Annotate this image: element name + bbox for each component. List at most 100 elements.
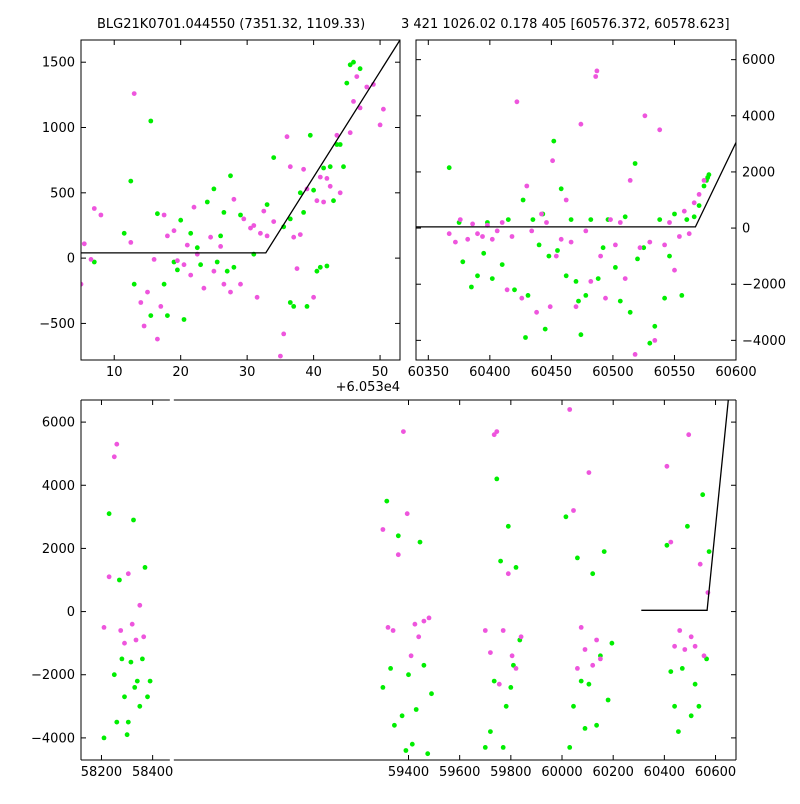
zoom-left-series-1-point-4: [98, 212, 104, 218]
full-lightcurve-series-0-point-25: [406, 672, 411, 678]
zoom-right-series-0-point-29: [595, 276, 601, 281]
full-lightcurve-series-1-point-28: [505, 571, 511, 577]
zoom-right-series-1-point-25: [568, 239, 574, 245]
zoom-left-model-line: [81, 40, 400, 254]
zoom-left-series-1-point-49: [317, 174, 323, 180]
zoom-right-series-1-point-5: [475, 231, 480, 237]
zoom-right-series-0-point-23: [568, 217, 574, 223]
zoom-left-series-1-point-48: [314, 198, 320, 204]
zoom-left-series-1-point-25: [218, 244, 224, 249]
full-lightcurve-series-0-point-47: [575, 555, 580, 561]
zoom-right-series-0-point-3: [469, 284, 474, 290]
zoom-left-series-0-point-6: [155, 211, 160, 217]
zoom-right-series-1-point-50: [686, 231, 692, 237]
zoom-right-series-0-point-22: [563, 273, 569, 279]
zoom-right-ytick-label-4: 4000: [742, 109, 775, 124]
zoom-right-series-1-point-16: [529, 228, 535, 234]
zoom-left-series-0-point-2: [128, 178, 134, 184]
zoom-right-series-1-point-34: [608, 217, 613, 223]
full-lightcurve-series-0-point-48: [578, 678, 584, 684]
zoom-left-x-offset-label: +6.053e4: [336, 380, 400, 395]
zoom-right-xtick-label-3: 60500: [592, 365, 633, 380]
zoom-left-series-1-point-39: [281, 331, 287, 337]
zoom-right-series-1-point-26: [573, 304, 579, 310]
zoom-left-series-0-point-30: [287, 300, 293, 305]
zoom-left-series-0-point-31: [291, 304, 297, 309]
full-lightcurve-series-0-point-36: [498, 558, 503, 564]
zoom-right-series-1-point-11: [504, 287, 510, 293]
zoom-left-series-1-point-20: [191, 204, 197, 210]
zoom-left-series-0-point-38: [317, 264, 323, 270]
zoom-right-series-1-point-42: [647, 239, 653, 245]
full-lightcurve-series-1-point-15: [401, 429, 406, 434]
zoom-right-xtick-label-4: 60550: [654, 365, 695, 380]
full-lightcurve-series-0-point-14: [140, 656, 145, 662]
full-lightcurve-series-0-point-63: [688, 713, 694, 719]
full-lightcurve-series-1-point-47: [688, 634, 694, 640]
zoom-right-series-1-point-27: [578, 121, 584, 127]
zoom-left-series-0-point-39: [321, 165, 326, 171]
full-lightcurve-series-0-point-46: [571, 703, 576, 709]
zoom-left-series-1-point-47: [311, 294, 316, 300]
zoom-left-series-0-point-15: [198, 262, 204, 268]
zoom-left-series-1-point-36: [264, 233, 270, 239]
full-lightcurve-series-1-point-26: [496, 681, 502, 687]
full-lightcurve-ytick-label-2: 0: [67, 605, 75, 620]
zoom-right-xtick-label-1: 60400: [469, 365, 510, 380]
zoom-right-series-0-point-12: [523, 335, 528, 340]
zoom-right-series-1-point-15: [524, 183, 530, 189]
full-lightcurve-series-1-point-19: [416, 634, 422, 640]
zoom-left-series-1-point-30: [241, 216, 247, 222]
zoom-left-series-1-point-9: [145, 289, 150, 295]
full-lightcurve-series-1-point-3: [114, 441, 120, 447]
full-lightcurve-series-1-point-12: [385, 625, 391, 630]
full-lightcurve-series-0-point-50: [586, 681, 592, 687]
full-lightcurve-series-1-point-8: [133, 637, 139, 643]
full-lightcurve-series-1-point-46: [686, 432, 692, 438]
zoom-right-series-0-point-42: [662, 295, 667, 301]
zoom-left-series-1-point-14: [165, 233, 170, 239]
zoom-left-series-1-point-33: [254, 294, 260, 300]
zoom-left-xtick-label-0: 10: [106, 365, 123, 380]
full-lightcurve-series-0-point-1: [106, 511, 112, 517]
full-lightcurve-series-0-point-5: [119, 656, 125, 662]
full-lightcurve-series-1-point-44: [677, 628, 683, 633]
full-lightcurve-series-1-point-36: [582, 647, 588, 652]
zoom-right-series-0-point-32: [613, 265, 618, 270]
zoom-right-series-0-point-33: [617, 298, 623, 304]
zoom-left-series-1-point-22: [201, 285, 207, 291]
zoom-left-series-1-point-41: [287, 164, 293, 170]
zoom-right-series-1-point-36: [617, 220, 623, 225]
zoom-right-ytick-label-3: 2000: [742, 165, 775, 180]
full-lightcurve-series-0-point-40: [508, 685, 514, 690]
zoom-right-series-0-point-44: [672, 211, 677, 217]
full-lightcurve-series-1-point-9: [137, 602, 143, 608]
full-lightcurve-series-0-point-26: [409, 741, 415, 747]
full-lightcurve-series-0-point-66: [700, 492, 706, 498]
full-lightcurve-series-1-point-41: [664, 463, 670, 469]
full-lightcurve-series-0-point-32: [482, 745, 488, 750]
zoom-right-series-0-point-15: [536, 242, 542, 248]
full-lightcurve-series-1-point-1: [106, 574, 112, 580]
full-lightcurve-series-0-point-55: [605, 697, 611, 703]
zoom-left-series-0-point-18: [214, 259, 220, 265]
zoom-left-series-0-point-21: [224, 268, 230, 274]
zoom-left-series-1-point-53: [334, 132, 340, 138]
zoom-right-series-0-point-8: [499, 262, 505, 267]
zoom-left-series-0-point-0: [91, 259, 97, 265]
zoom-right-series-0-point-35: [627, 309, 633, 315]
zoom-right-series-1-point-43: [652, 338, 658, 343]
full-lightcurve-series-1-point-13: [390, 628, 396, 633]
zoom-left-series-0-point-8: [165, 313, 170, 318]
zoom-left-series-0-point-10: [175, 267, 180, 273]
zoom-left-ytick-label-3: 1000: [42, 121, 75, 136]
zoom-right-series-0-point-5: [481, 250, 487, 256]
zoom-left-series-1-point-50: [321, 199, 326, 205]
zoom-left-series-0-point-36: [311, 187, 316, 193]
full-lightcurve-series-1-point-23: [488, 650, 493, 655]
full-lightcurve-series-1-point-10: [141, 634, 147, 640]
full-lightcurve-xtick-label-3: 59600: [439, 765, 480, 780]
zoom-left-series-1-point-54: [337, 190, 343, 196]
zoom-right-frame: [415, 39, 737, 361]
zoom-right-xtick-label-5: 60600: [715, 365, 756, 380]
